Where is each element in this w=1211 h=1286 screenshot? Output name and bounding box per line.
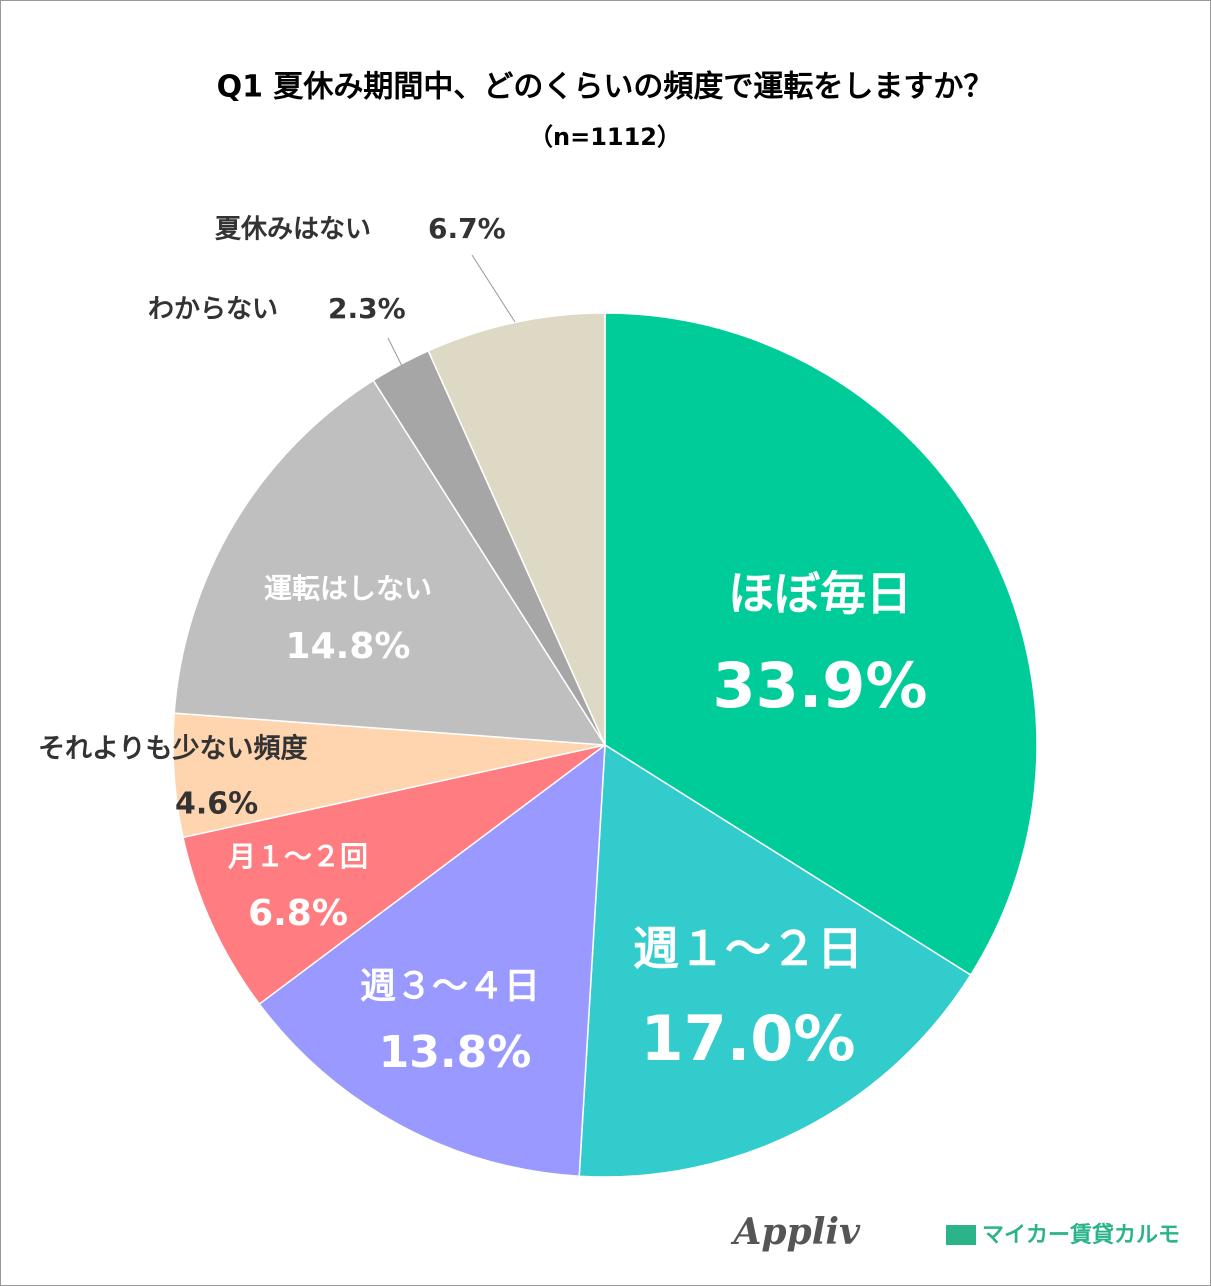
slice-label: ほぼ毎日: [728, 567, 912, 621]
value-label: 33.9%: [712, 649, 927, 722]
logo-carmo: マイカー賃貸カルモ: [982, 1222, 1180, 1248]
value-label: 2.3%: [328, 292, 406, 325]
slice-label: 週１～２日: [633, 922, 863, 976]
leader-line: [387, 337, 403, 367]
pie-slice: [578, 743, 972, 1178]
slice-label: 運転はしない: [264, 572, 432, 605]
logo-appliv: Appliv: [730, 1211, 861, 1253]
slice-label: それよりも少ない頻度: [38, 733, 307, 765]
slice-label: わからない: [148, 295, 278, 325]
value-label: 13.8%: [379, 1027, 532, 1078]
slice-label: 夏休みはない: [215, 215, 371, 245]
chart-title: Q1 夏休み期間中、どのくらいの頻度で運転をしますか？: [217, 70, 994, 105]
value-label: 14.8%: [286, 626, 411, 667]
pie-slice: [604, 312, 1038, 976]
leader-line: [471, 254, 516, 323]
pie-slice: [182, 744, 606, 1006]
slice-label: 月１～２回: [227, 840, 368, 873]
value-label: 6.7%: [428, 212, 506, 245]
value-label: 6.8%: [248, 893, 348, 934]
chart-subtitle: （n=1112）: [529, 123, 681, 151]
pie-slice: [427, 312, 606, 746]
logo-icon: [946, 1225, 976, 1245]
pie-slice: [258, 743, 606, 1178]
value-label: 4.6%: [175, 787, 258, 822]
value-label: 17.0%: [640, 1002, 855, 1075]
slice-label: 週３～４日: [360, 966, 540, 1007]
pie-slice: [173, 379, 607, 746]
